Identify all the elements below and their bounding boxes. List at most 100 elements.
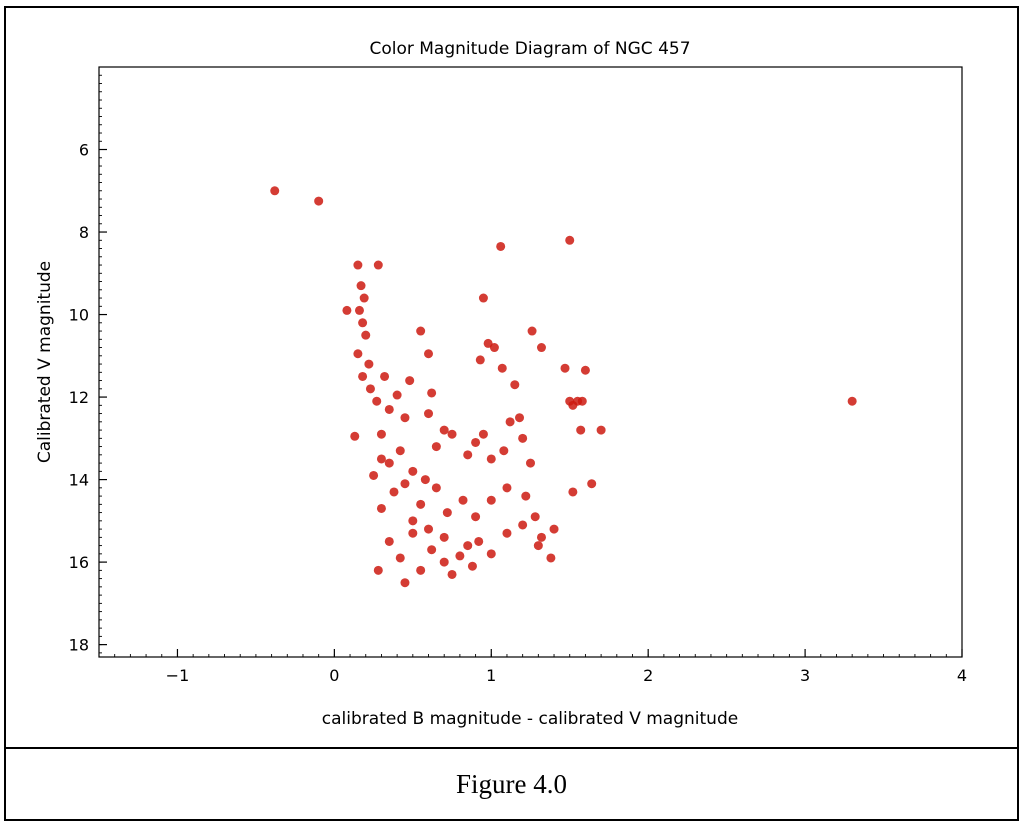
x-axis: −1 0 1 2 3 4 (98, 649, 967, 685)
data-point (376, 429, 386, 439)
data-point (458, 495, 468, 505)
data-point (486, 549, 496, 559)
data-point (596, 425, 606, 435)
data-point (350, 431, 360, 441)
data-point (549, 524, 559, 534)
data-point (447, 429, 457, 439)
data-point (358, 318, 368, 328)
data-point (496, 241, 506, 251)
data-point (568, 400, 578, 410)
data-point (373, 260, 383, 270)
data-point (405, 376, 415, 386)
y-tick-label: 6 (79, 141, 89, 160)
data-point (439, 532, 449, 542)
figure-frame (4, 6, 1019, 821)
figure-caption: Figure 4.0 (456, 768, 567, 799)
data-point (486, 495, 496, 505)
data-point (518, 433, 528, 443)
data-point (416, 499, 426, 509)
data-point (439, 557, 449, 567)
data-point (431, 483, 441, 493)
data-point (447, 569, 457, 579)
x-axis-label: calibrated B magnitude - calibrated V ma… (322, 709, 738, 729)
data-point (365, 384, 375, 394)
data-point (427, 388, 437, 398)
data-point (565, 235, 575, 245)
data-point (474, 536, 484, 546)
data-point (400, 413, 410, 423)
data-point (384, 536, 394, 546)
data-point (439, 425, 449, 435)
data-point (847, 396, 857, 406)
data-point (502, 483, 512, 493)
x-tick-label: 4 (957, 666, 967, 685)
data-point (576, 425, 586, 435)
data-point (395, 446, 405, 456)
data-point (416, 326, 426, 336)
data-point (499, 446, 509, 456)
data-point (521, 491, 531, 501)
data-point (587, 479, 597, 489)
data-point (408, 516, 418, 526)
data-point (270, 186, 280, 196)
data-point (515, 413, 525, 423)
data-point (502, 528, 512, 538)
x-tick-label: 0 (329, 666, 339, 685)
data-point (478, 429, 488, 439)
data-point (510, 380, 520, 390)
y-axis: 6 8 10 12 14 16 18 (69, 66, 107, 655)
y-axis-label: Calibrated V magnitude (35, 261, 55, 463)
chart: Color Magnitude Diagram of NGC 457 −1 0 1 2… (35, 39, 967, 729)
data-point (463, 541, 473, 551)
data-point (431, 442, 441, 452)
data-point (497, 363, 507, 373)
data-point (353, 349, 363, 359)
data-point (400, 578, 410, 588)
data-point (424, 524, 434, 534)
data-point (527, 326, 537, 336)
data-point (389, 487, 399, 497)
data-point (384, 404, 394, 414)
data-point (530, 512, 540, 522)
data-point (533, 541, 543, 551)
data-point (471, 512, 481, 522)
data-point (358, 371, 368, 381)
data-point (384, 458, 394, 468)
data-point (427, 545, 437, 555)
y-tick-label: 8 (79, 223, 89, 242)
data-point (424, 349, 434, 359)
plot-area (98, 66, 963, 658)
y-tick-label: 14 (69, 471, 89, 490)
data-point (463, 450, 473, 460)
data-point (420, 475, 430, 485)
data-point (483, 338, 493, 348)
y-tick-label: 10 (69, 306, 89, 325)
data-point (455, 551, 465, 561)
data-point (526, 458, 535, 468)
y-tick-label: 18 (69, 636, 89, 655)
data-point (361, 330, 371, 340)
data-point (373, 565, 383, 575)
data-point (369, 470, 379, 480)
data-point (471, 437, 481, 447)
data-point (467, 561, 477, 571)
data-point (395, 553, 405, 563)
data-point (560, 363, 570, 373)
data-point (546, 553, 556, 563)
data-point (408, 466, 418, 476)
data-point (364, 359, 374, 369)
data-point (424, 409, 434, 419)
data-point (353, 260, 363, 270)
data-point (475, 355, 485, 365)
data-point (505, 417, 515, 427)
data-point (380, 371, 390, 381)
scatter-points (270, 186, 857, 588)
data-point (314, 196, 324, 206)
data-point (536, 343, 546, 353)
x-tick-label: 1 (486, 666, 496, 685)
data-point (372, 396, 382, 406)
y-tick-label: 12 (69, 388, 89, 407)
data-point (518, 520, 528, 530)
data-point (442, 508, 452, 518)
caption-divider (4, 747, 1019, 749)
